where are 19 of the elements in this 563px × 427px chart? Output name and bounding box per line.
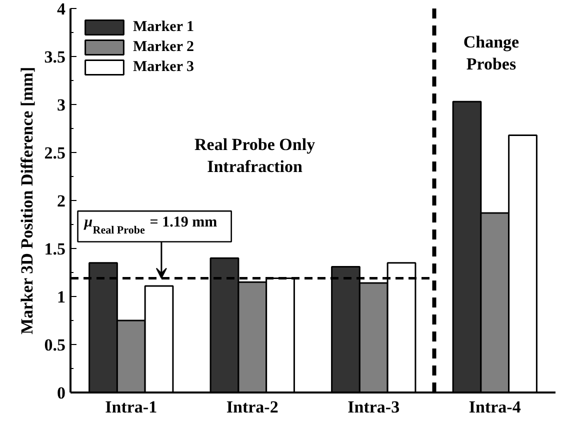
y-tick-label: 4 (57, 0, 66, 18)
y-tick-label: 0 (57, 384, 66, 402)
y-tick-label: 1 (57, 288, 66, 306)
legend-label: Marker 1 (133, 18, 194, 36)
x-tick-label: Intra-1 (105, 398, 158, 416)
x-tick-label: Intra-2 (226, 398, 278, 416)
y-axis-title: Marker 3D Position Difference [mm] (17, 66, 36, 334)
x-tick-label: Intra-3 (348, 398, 400, 416)
y-tick-label: 0.5 (44, 336, 66, 354)
legend-label: Marker 2 (133, 38, 194, 56)
annotation: Change Probes (463, 32, 520, 74)
y-tick-label: 2.5 (44, 144, 66, 162)
annotation: Real Probe Only Intrafraction (194, 135, 316, 176)
y-tick-label: 2 (57, 192, 66, 210)
legend-label: Marker 3 (133, 58, 194, 76)
x-tick-label: Intra-4 (468, 398, 522, 416)
y-tick-label: 3 (57, 96, 66, 114)
y-tick-label: 3.5 (44, 48, 66, 66)
y-tick-label: 1.5 (44, 240, 66, 258)
